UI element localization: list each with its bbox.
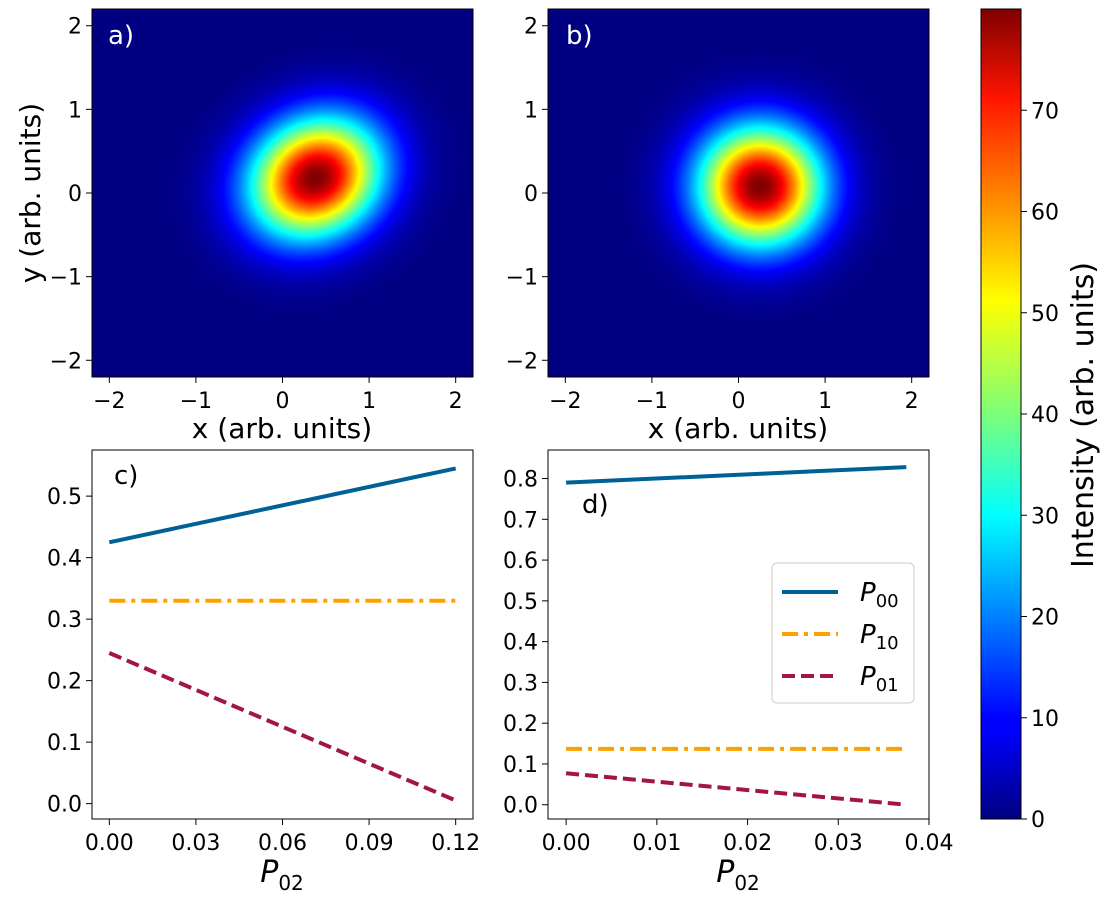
- legend: P00 P10 P01: [771, 562, 915, 704]
- y-tick-label-d-8: 0.8: [503, 468, 538, 493]
- x-tick-label-a-4: 2: [449, 389, 463, 414]
- legend-label-p10: P10: [860, 620, 899, 654]
- y-tick-label-a-2: 0: [68, 182, 82, 207]
- colorbar-tick-label-6: 60: [1031, 201, 1059, 226]
- x-tick-label-d-0: 0.00: [542, 831, 591, 856]
- y-tick-label-a-0: −2: [50, 349, 82, 374]
- y-tick-label-a-4: 2: [68, 15, 82, 40]
- series-c: [108, 466, 457, 803]
- y-tick-label-c-4: 0.4: [47, 547, 82, 572]
- x-tick-label-d-1: 0.01: [632, 831, 681, 856]
- legend-label-p00-main: P: [860, 578, 876, 608]
- y-tick-label-d-1: 0.1: [503, 753, 538, 778]
- colorbar-ticks: 0 10 20 30 40 50 60 70: [1021, 99, 1059, 833]
- y-tick-label-c-0: 0.0: [47, 793, 82, 818]
- x-axis-label-b: x (arb. units): [648, 412, 828, 445]
- ticks-b: −2 −1 0 1 2 −2 −1 0 1 2: [506, 15, 919, 414]
- legend-label-p00: P00: [860, 578, 899, 612]
- x-tick-label-c-3: 0.09: [345, 831, 394, 856]
- x-axis-label-c-sub: 02: [278, 871, 303, 895]
- colorbar: 0 10 20 30 40 50 60 70 Intensity (arb. units): [980, 8, 1101, 833]
- panel-c: 0.00 0.03 0.06 0.09 0.12 0.0 0.1 0.2 0.3 0.4 0.5 c…: [47, 449, 480, 895]
- ticks-a: −2 −1 0 1 2 −2 −1 0 1 2: [50, 15, 463, 414]
- x-axis-label-a: x (arb. units): [192, 412, 372, 445]
- x-axis-label-d-sub: 02: [734, 871, 759, 895]
- colorbar-tick-label-7: 70: [1031, 99, 1059, 124]
- x-tick-label-c-4: 0.12: [431, 831, 480, 856]
- x-tick-label-a-3: 1: [362, 389, 376, 414]
- y-tick-label-a-1: −1: [50, 266, 82, 291]
- x-tick-label-a-1: −1: [180, 389, 212, 414]
- panel-label-c: c): [114, 461, 138, 491]
- y-tick-label-d-2: 0.2: [503, 712, 538, 737]
- y-tick-label-b-1: −1: [506, 266, 538, 291]
- panel-a: −2 −1 0 1 2 −2 −1 0 1 2 a) x (arb. units) y (arb.…: [14, 8, 474, 445]
- panel-label-d: d): [582, 490, 609, 520]
- y-tick-label-c-2: 0.2: [47, 670, 82, 695]
- y-tick-label-a-3: 1: [68, 98, 82, 123]
- x-tick-label-a-2: 0: [276, 389, 290, 414]
- y-tick-label-c-3: 0.3: [47, 608, 82, 633]
- x-axis-label-c-main: P: [260, 855, 279, 890]
- y-tick-label-d-4: 0.4: [503, 631, 538, 656]
- series-line-c-p00: [108, 466, 457, 545]
- colorbar-tick-label-0: 0: [1031, 808, 1045, 833]
- x-tick-label-b-2: 0: [732, 389, 746, 414]
- y-tick-label-c-5: 0.5: [47, 485, 82, 510]
- colorbar-tick-label-5: 50: [1031, 302, 1059, 327]
- series-line-d-p00: [566, 465, 907, 485]
- legend-label-p10-main: P: [860, 620, 876, 650]
- x-tick-label-d-4: 0.04: [905, 831, 954, 856]
- x-tick-label-a-0: −2: [93, 389, 125, 414]
- y-tick-label-b-2: 0: [524, 182, 538, 207]
- colorbar-tick-label-2: 20: [1031, 606, 1059, 631]
- x-tick-label-b-4: 2: [905, 389, 919, 414]
- x-tick-label-c-2: 0.06: [258, 831, 307, 856]
- x-tick-label-b-0: −2: [549, 389, 581, 414]
- panel-b: −2 −1 0 1 2 −2 −1 0 1 2 b) x (arb. units): [506, 8, 930, 445]
- colorbar-label: Intensity (arb. units): [1066, 262, 1101, 568]
- x-tick-label-b-1: −1: [636, 389, 668, 414]
- y-tick-label-d-7: 0.7: [503, 508, 538, 533]
- legend-box: [771, 562, 915, 704]
- legend-label-p01-main: P: [860, 662, 876, 692]
- x-tick-label-d-2: 0.02: [723, 831, 772, 856]
- x-tick-label-d-3: 0.03: [814, 831, 863, 856]
- panel-label-a: a): [108, 21, 134, 51]
- x-axis-label-d: P02: [716, 855, 760, 895]
- panel-label-b: b): [566, 21, 593, 51]
- legend-label-p01-sub: 01: [876, 675, 899, 696]
- y-tick-label-b-3: 1: [524, 98, 538, 123]
- colorbar-tick-label-3: 30: [1031, 504, 1059, 529]
- legend-label-p10-sub: 10: [876, 633, 899, 654]
- x-tick-label-b-3: 1: [818, 389, 832, 414]
- axes-frame-c: [91, 449, 474, 820]
- x-tick-label-c-1: 0.03: [171, 831, 220, 856]
- series-line-c-p01: [108, 651, 457, 803]
- y-tick-label-d-6: 0.6: [503, 549, 538, 574]
- heatmap-b: [548, 9, 929, 377]
- ticks-d: 0.00 0.01 0.02 0.03 0.04 0.0 0.1 0.2 0.3 0.4 0.5 0.…: [503, 468, 953, 856]
- heatmap-a: [92, 9, 473, 377]
- y-tick-label-c-1: 0.1: [47, 731, 82, 756]
- colorbar-gradient: [980, 8, 1022, 820]
- legend-label-p01: P01: [860, 662, 899, 696]
- y-axis-label-a: y (arb. units): [14, 103, 47, 283]
- x-tick-label-c-0: 0.00: [85, 831, 134, 856]
- y-tick-label-b-0: −2: [506, 349, 538, 374]
- colorbar-tick-label-1: 10: [1031, 707, 1059, 732]
- colorbar-tick-label-4: 40: [1031, 403, 1059, 428]
- legend-label-p00-sub: 00: [876, 591, 899, 612]
- y-tick-label-d-5: 0.5: [503, 590, 538, 615]
- ticks-c: 0.00 0.03 0.06 0.09 0.12 0.0 0.1 0.2 0.3 0.4 0.5: [47, 485, 480, 856]
- series-d: [565, 465, 907, 807]
- x-axis-label-d-main: P: [716, 855, 735, 890]
- x-axis-label-c: P02: [260, 855, 304, 895]
- y-tick-label-b-4: 2: [524, 15, 538, 40]
- y-tick-label-d-0: 0.0: [503, 794, 538, 819]
- y-tick-label-d-3: 0.3: [503, 671, 538, 696]
- panel-d: 0.00 0.01 0.02 0.03 0.04 0.0 0.1 0.2 0.3 0.4 0.5 0.…: [503, 449, 953, 895]
